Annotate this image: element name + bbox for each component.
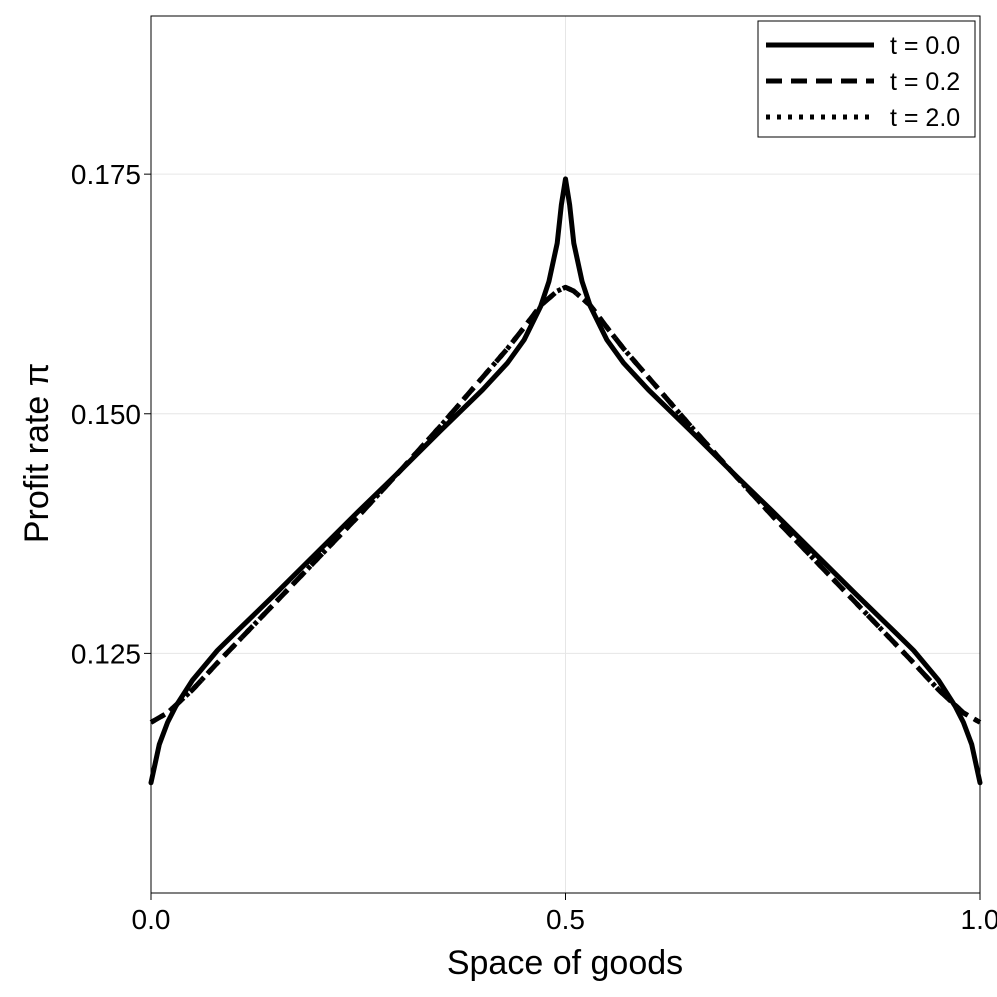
legend-label: t = 0.0 [890,32,960,60]
x-tick-label: 0.0 [132,904,171,935]
y-tick-label: 0.125 [71,638,141,669]
y-tick-label: 0.150 [71,399,141,430]
series-line-solid [148,176,983,786]
series-layer [148,176,983,786]
series-line-dashed [149,284,982,725]
x-axis-title: Space of goods [447,944,683,982]
legend: t = 0.0 t = 0.2 t = 2.0 [757,20,976,138]
y-tick-label: 0.175 [71,159,141,190]
x-tick-label: 0.5 [546,904,585,935]
plot-frame [150,15,981,894]
legend-label: t = 2.0 [890,104,960,132]
axes: 0.0 0.5 1.0 0.125 0.150 0.175 [71,15,997,935]
x-tick-label: 1.0 [961,904,997,935]
grid [150,16,981,893]
legend-label: t = 0.2 [890,68,960,96]
y-axis-title: Profit rate π [18,363,56,543]
